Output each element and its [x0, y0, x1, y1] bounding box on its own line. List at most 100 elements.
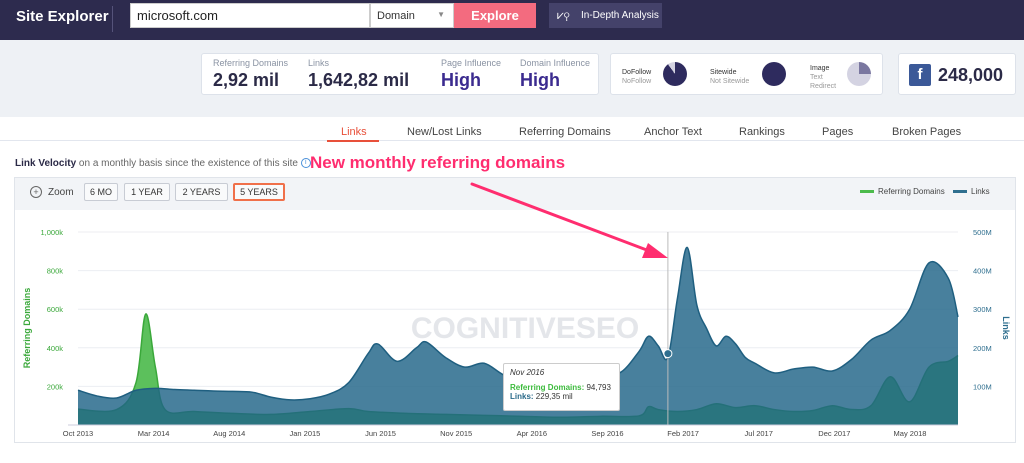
metric-value: High — [441, 70, 481, 90]
in-depth-label: In-Depth Analysis — [581, 10, 659, 21]
metric-value: 1,642,82 mil — [308, 70, 410, 90]
y-tick-label: 200k — [47, 382, 64, 391]
x-tick-label: Jun 2015 — [365, 429, 396, 438]
image-pie[interactable] — [847, 62, 871, 86]
explore-button[interactable]: Explore — [454, 3, 536, 28]
metric-domain-influence[interactable]: Domain Influence High — [520, 58, 590, 91]
y2-tick-label: 100M — [973, 382, 992, 391]
pie-label-c: Redirect — [810, 83, 837, 90]
link-velocity-title: Link Velocity on a monthly basis since t… — [15, 158, 311, 169]
y2-tick-label: 200M — [973, 344, 992, 353]
y2-axis-label: Links — [1001, 316, 1011, 340]
active-tab-indicator — [327, 140, 379, 142]
zoom-label: Zoom — [48, 187, 74, 198]
y-axis-label: Referring Domains — [22, 288, 32, 369]
metric-label: Referring Domains — [213, 58, 289, 68]
dofollow-pie[interactable] — [663, 62, 687, 86]
zoom-5years-button[interactable]: 5 YEARS — [233, 183, 285, 201]
annotation-arrow — [470, 182, 654, 254]
tab-broken-pages[interactable]: Broken Pages — [892, 126, 962, 138]
facebook-icon: f — [909, 64, 931, 86]
zoom-1year-button[interactable]: 1 YEAR — [124, 183, 170, 201]
y-tick-label: 400k — [47, 344, 64, 353]
tab-rankings[interactable]: Rankings — [739, 126, 785, 138]
tab-links[interactable]: Links — [341, 126, 367, 138]
sitewide-pie[interactable] — [762, 62, 786, 86]
zoom-2years-button[interactable]: 2 YEARS — [175, 183, 228, 201]
x-tick-label: Oct 2013 — [63, 429, 93, 438]
velocity-title: Link Velocity — [15, 158, 77, 169]
metric-referring-domains[interactable]: Referring Domains 2,92 mil — [213, 58, 288, 91]
crosshair-point — [663, 349, 673, 359]
annotation-arrowhead — [642, 243, 668, 258]
metric-value: 2,92 mil — [213, 70, 280, 90]
y-tick-label: 1,000k — [40, 228, 63, 237]
y2-tick-label: 400M — [973, 267, 992, 276]
legend-label: Links — [971, 187, 990, 196]
pie-label-b: NoFollow — [622, 78, 652, 85]
velocity-subtitle: on a monthly basis since the existence o… — [78, 158, 298, 169]
tooltip-referring-value: 94,793 — [586, 383, 611, 392]
pie-label-b: Not Sitewide — [710, 78, 750, 85]
y-tick-label: 600k — [47, 305, 64, 314]
metric-label: Domain Influence — [520, 58, 591, 68]
metric-links[interactable]: Links 1,642,82 mil — [308, 58, 409, 91]
legend-referring-domains[interactable]: Referring Domains — [860, 187, 945, 196]
links-series-area — [78, 247, 958, 425]
y2-tick-label: 300M — [973, 305, 992, 314]
x-tick-label: Feb 2017 — [667, 429, 699, 438]
y2-tick-label: 500M — [973, 228, 992, 237]
metric-label: Page Influence — [441, 58, 502, 68]
tab-referring-domains[interactable]: Referring Domains — [519, 126, 611, 138]
legend-links[interactable]: Links — [953, 187, 990, 196]
x-tick-label: Aug 2014 — [213, 429, 245, 438]
chevron-down-icon: ▼ — [437, 10, 445, 19]
tooltip-date: Nov 2016 — [510, 368, 545, 377]
domain-select[interactable]: Domain ▼ — [370, 3, 454, 28]
zoom-icon: + — [30, 186, 42, 198]
chart-tooltip: Nov 2016 Referring Domains: 94,793 Links… — [503, 363, 620, 411]
pie-label-a: DoFollow — [622, 69, 652, 76]
legend-swatch — [953, 190, 967, 194]
sitewide-label: Sitewide Not Sitewide — [710, 68, 749, 86]
link-types-card — [610, 53, 883, 95]
metric-page-influence[interactable]: Page Influence High — [441, 58, 501, 91]
x-tick-label: Apr 2016 — [517, 429, 547, 438]
image-label: Image Text Redirect — [810, 64, 836, 91]
search-input[interactable]: microsoft.com — [130, 3, 370, 28]
tab-pages[interactable]: Pages — [822, 126, 854, 138]
info-icon[interactable]: i — [300, 158, 311, 169]
tab-new-lost-links[interactable]: New/Lost Links — [407, 126, 482, 138]
x-tick-label: Mar 2014 — [138, 429, 170, 438]
metrics-card — [201, 53, 599, 95]
annotation-text: New monthly referring domains — [310, 153, 566, 172]
tooltip-links-value: 229,35 mil — [535, 392, 573, 401]
x-tick-label: Nov 2015 — [440, 429, 472, 438]
y-tick-label: 800k — [47, 267, 64, 276]
metric-value: High — [520, 70, 560, 90]
watermark: COGNITIVESEO — [411, 312, 639, 345]
tab-anchor-text[interactable]: Anchor Text — [644, 126, 702, 138]
tooltip-links-label: Links: — [510, 392, 534, 401]
divider — [112, 6, 113, 32]
metric-label: Links — [308, 58, 330, 68]
x-tick-label: Jul 2017 — [745, 429, 773, 438]
x-tick-label: Jan 2015 — [289, 429, 320, 438]
x-tick-label: May 2018 — [894, 429, 927, 438]
facebook-count: 248,000 — [938, 65, 1004, 85]
app-title: Site Explorer — [16, 8, 109, 25]
zoom-6mo-button[interactable]: 6 MO — [84, 183, 118, 201]
legend-swatch — [860, 190, 874, 194]
x-tick-label: Dec 2017 — [818, 429, 850, 438]
pie-label-b: Text — [810, 74, 823, 81]
x-tick-label: Sep 2016 — [591, 429, 623, 438]
legend-label: Referring Domains — [878, 187, 945, 196]
pie-label-a: Sitewide — [710, 69, 737, 76]
select-value: Domain — [377, 10, 415, 22]
dofollow-label: DoFollow NoFollow — [622, 68, 651, 86]
analysis-icon: ⩗⚲ — [557, 8, 570, 22]
in-depth-analysis-button[interactable]: ⩗⚲ In-Depth Analysis — [549, 3, 662, 28]
tooltip-referring-label: Referring Domains: — [510, 383, 585, 392]
tab-bar — [0, 117, 1024, 141]
